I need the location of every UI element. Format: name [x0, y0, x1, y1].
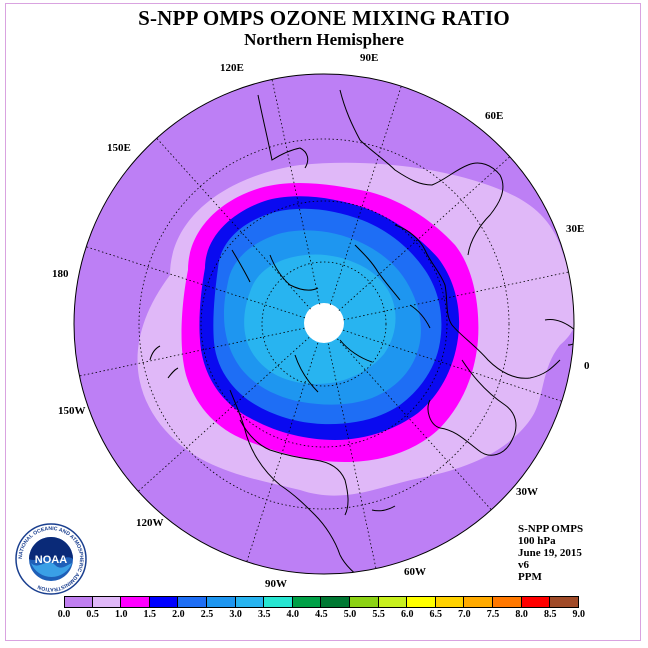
colorbar-tick-label: 1.5: [143, 609, 157, 620]
colorbar-swatch: [178, 596, 207, 608]
colorbar-tick-label: 0.5: [86, 609, 99, 620]
colorbar-swatch: [264, 596, 293, 608]
colorbar-swatch: [349, 596, 379, 608]
coastlines: [149, 89, 574, 574]
info-instrument: S-NPP OMPS: [518, 523, 584, 535]
colorbar-tick-label: 9.0: [572, 609, 586, 620]
lon-label-180: 180: [52, 268, 69, 280]
colorbar-tick-label: 3.5: [257, 609, 271, 620]
info-units: PPM: [518, 571, 542, 583]
colorbar-tick-label: 7.5: [486, 609, 500, 620]
lon-label-90w: 90W: [265, 578, 287, 590]
colorbar-tick-label: 2.5: [200, 609, 214, 620]
lon-label-30e: 30E: [566, 223, 585, 235]
graticule: [138, 138, 510, 510]
colorbar-tick-label: 7.0: [458, 609, 471, 620]
lon-label-150w: 150W: [58, 405, 86, 417]
lon-label-150e: 150E: [107, 142, 131, 154]
polar-data-gap: [304, 303, 344, 343]
colorbar-tick-label: 8.0: [515, 609, 528, 620]
colorbar-swatch: [149, 596, 179, 608]
colorbar-tick-label: 0.0: [57, 609, 71, 620]
noaa-logo-text: NOAA: [35, 554, 67, 566]
colorbar-tick-label: 2.0: [172, 609, 185, 620]
lon-label-0: 0: [584, 360, 590, 372]
colorbar-swatch: [492, 596, 522, 608]
colorbar-swatch: [407, 596, 436, 608]
colorbar-swatch: [378, 596, 408, 608]
colorbar-tick-label: 6.5: [429, 609, 443, 620]
lon-label-90e: 90E: [360, 52, 379, 64]
lon-label-60e: 60E: [485, 110, 504, 122]
colorbar-swatch: [235, 596, 265, 608]
map-boundary: [73, 73, 575, 575]
colorbar-tick-label: 5.0: [343, 609, 357, 620]
noaa-logo: NATIONAL OCEANIC AND ATMOSPHERIC ADMINIS…: [15, 523, 87, 595]
colorbar-swatch: [464, 596, 493, 608]
colorbar-swatch: [292, 596, 322, 608]
colorbar-tick-label: 6.0: [400, 609, 414, 620]
colorbar-swatch: [206, 596, 236, 608]
colorbar-tick-label: 1.0: [114, 609, 128, 620]
colorbar-tick-label: 3.0: [229, 609, 242, 620]
lon-label-120w: 120W: [136, 517, 164, 529]
colorbar-swatch: [121, 596, 150, 608]
info-date: June 19, 2015: [518, 547, 582, 559]
figure-frame: [5, 3, 641, 641]
info-block: S-NPP OMPS 100 hPa June 19, 2015 v6 PPM: [518, 523, 583, 583]
lon-label-60w: 60W: [404, 566, 426, 578]
colorbar-tick-label: 8.5: [543, 609, 557, 620]
info-version: v6: [518, 559, 529, 571]
colorbar-tick-label: 4.0: [286, 609, 300, 620]
colorbar-tick-label: 5.5: [372, 609, 385, 620]
colorbar-swatch: [92, 596, 122, 608]
lon-label-30w: 30W: [516, 486, 538, 498]
lon-label-120e: 120E: [220, 62, 244, 74]
colorbar-swatch: [550, 596, 579, 608]
map-subtitle: Northern Hemisphere: [244, 30, 404, 49]
colorbar-swatch: [435, 596, 465, 608]
colorbar-swatch: [521, 596, 551, 608]
map-title: S-NPP OMPS OZONE MIXING RATIO: [138, 6, 510, 30]
colorbar: [64, 596, 579, 608]
colorbar-tick-label: 4.5: [315, 609, 328, 620]
colorbar-ticks: 0.0 0.5 1.0 1.5 2.0 2.5 3.0 3.5 4.0 4.5 5.0 5.5 6.0 6…: [0, 609, 648, 623]
info-level: 100 hPa: [518, 535, 556, 547]
colorbar-swatch: [321, 596, 350, 608]
colorbar-swatch: [64, 596, 93, 608]
